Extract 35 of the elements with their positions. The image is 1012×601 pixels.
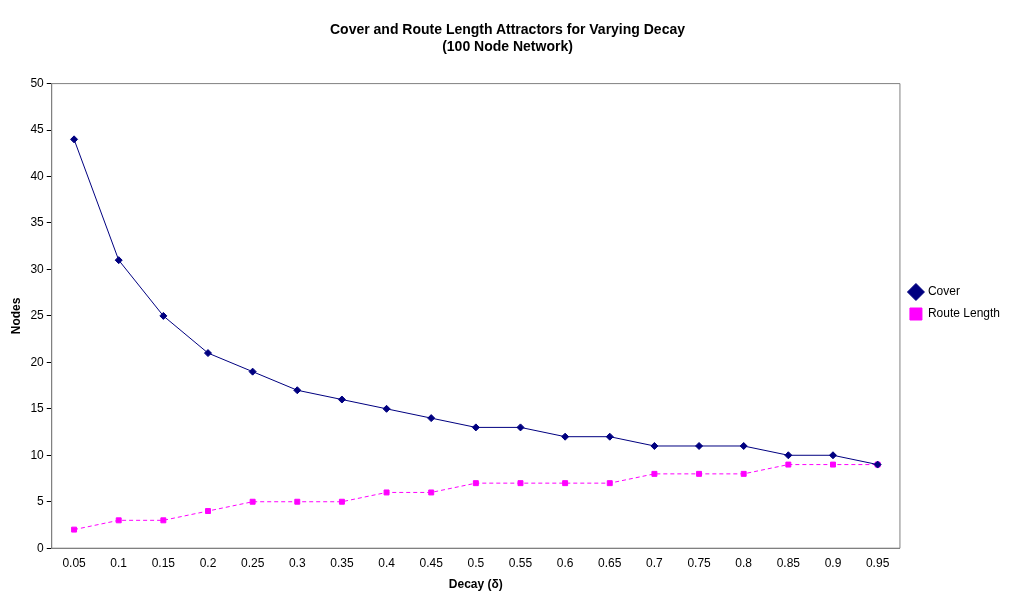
x-tick-label: 0.6: [556, 555, 574, 570]
y-tick-label: 20: [30, 354, 45, 369]
x-tick-label: 0.35: [330, 555, 354, 570]
y-tick-label: 35: [30, 215, 45, 230]
legend-label: Route Length: [927, 306, 1000, 321]
x-tick-label: 0.05: [62, 555, 87, 570]
x-axis-title: Decay (δ): [448, 577, 503, 592]
y-tick-label: 15: [30, 401, 45, 416]
x-tick-label: 0.5: [467, 555, 485, 570]
x-tick-label: 0.25: [240, 555, 265, 570]
x-tick-label: 0.9: [824, 555, 842, 570]
x-tick-label: 0.7: [646, 555, 664, 570]
y-tick-label: 0: [37, 540, 45, 555]
x-tick-label: 0.55: [508, 555, 533, 570]
x-tick-label: 0.75: [687, 555, 712, 570]
y-axis-title: Nodes: [8, 297, 23, 335]
chart-title: Cover and Route Length Attractors for Varying Decay (100 Node Network): [330, 21, 686, 55]
x-tick-label: 0.8: [735, 555, 753, 570]
y-tick-label: 40: [30, 168, 45, 183]
x-tick-label: 0.1: [110, 555, 128, 570]
x-tick-label: 0.65: [598, 555, 622, 570]
y-tick-label: 25: [30, 308, 45, 323]
y-tick-label: 30: [30, 261, 45, 276]
x-tick-label: 0.2: [199, 555, 217, 570]
x-tick-label: 0.4: [378, 555, 396, 570]
y-tick-label: 10: [30, 447, 45, 462]
y-tick-label: 45: [30, 122, 45, 137]
x-tick-label: 0.85: [776, 555, 801, 570]
y-tick-label: 5: [37, 494, 45, 509]
x-tick-label: 0.95: [865, 555, 890, 570]
x-tick-label: 0.15: [151, 555, 176, 570]
x-tick-label: 0.45: [419, 555, 444, 570]
x-tick-label: 0.3: [288, 555, 306, 570]
y-tick-label: 50: [30, 75, 45, 90]
legend-label: Cover: [927, 284, 960, 299]
